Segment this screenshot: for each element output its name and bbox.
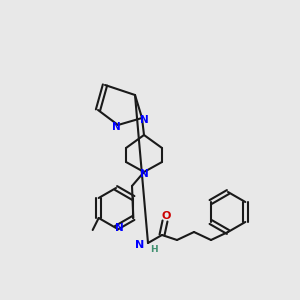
Text: N: N — [135, 240, 144, 250]
Text: N: N — [140, 169, 148, 179]
Text: N: N — [115, 223, 123, 233]
Text: N: N — [140, 115, 148, 125]
Text: O: O — [161, 211, 171, 221]
Text: N: N — [112, 122, 120, 132]
Text: H: H — [150, 245, 158, 254]
